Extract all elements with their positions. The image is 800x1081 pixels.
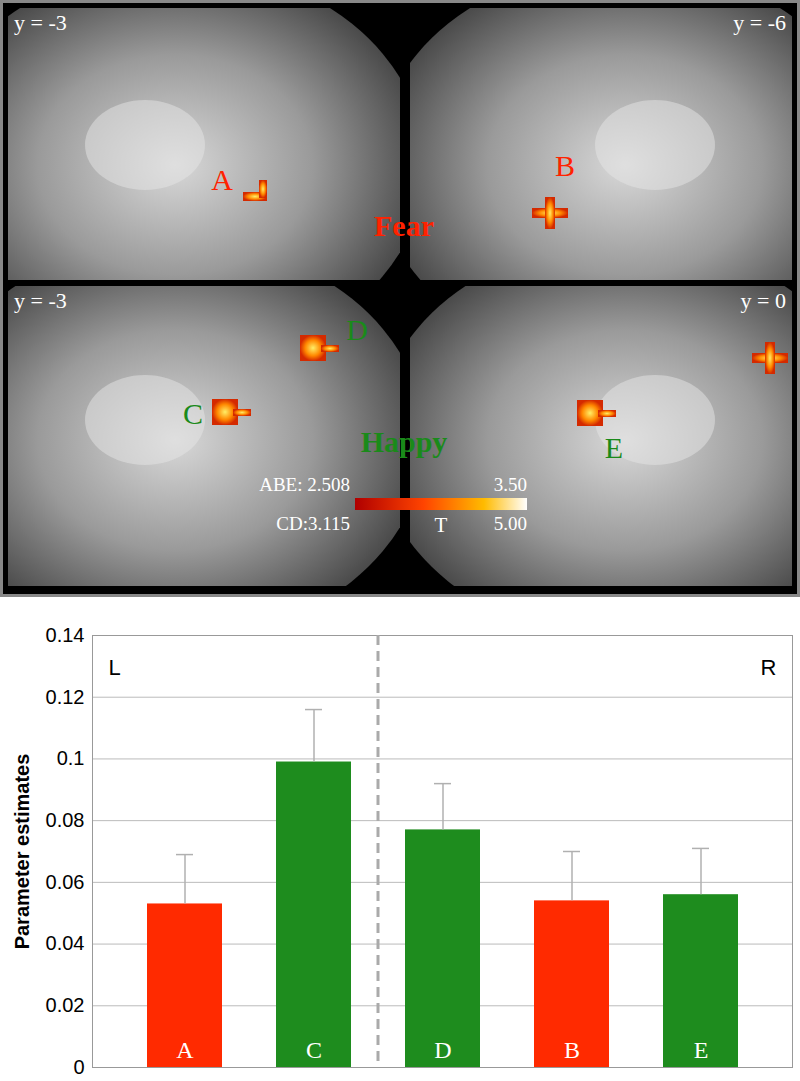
svg-text:A: A <box>176 1037 194 1063</box>
svg-text:E: E <box>694 1037 709 1063</box>
svg-text:ABE: 2.508: ABE: 2.508 <box>259 474 350 495</box>
svg-text:y = -3: y = -3 <box>14 10 67 35</box>
svg-text:L: L <box>109 655 121 680</box>
svg-text:0.02: 0.02 <box>46 994 85 1016</box>
svg-text:Fear: Fear <box>374 209 434 242</box>
svg-text:CD:3.115: CD:3.115 <box>276 513 350 534</box>
svg-text:Parameter estimates: Parameter estimates <box>11 754 33 950</box>
svg-text:B: B <box>564 1037 580 1063</box>
svg-text:0.1: 0.1 <box>57 747 85 769</box>
svg-text:0: 0 <box>73 1056 84 1078</box>
svg-text:C: C <box>306 1037 322 1063</box>
svg-text:y = 0: y = 0 <box>741 288 786 313</box>
svg-text:0.08: 0.08 <box>46 809 85 831</box>
svg-text:y = -3: y = -3 <box>14 288 67 313</box>
svg-text:5.00: 5.00 <box>494 513 527 534</box>
svg-text:T: T <box>435 513 448 537</box>
svg-text:D: D <box>346 313 368 346</box>
svg-text:3.50: 3.50 <box>494 474 527 495</box>
svg-text:C: C <box>183 397 203 430</box>
svg-text:0.04: 0.04 <box>46 932 85 954</box>
svg-text:B: B <box>555 149 575 182</box>
svg-text:E: E <box>605 431 623 464</box>
svg-text:A: A <box>211 163 233 196</box>
svg-text:Happy: Happy <box>361 425 448 458</box>
svg-text:0.14: 0.14 <box>46 624 85 646</box>
svg-text:y = -6: y = -6 <box>733 10 786 35</box>
svg-text:0.12: 0.12 <box>46 686 85 708</box>
svg-text:D: D <box>434 1037 451 1063</box>
svg-text:0.06: 0.06 <box>46 871 85 893</box>
svg-text:R: R <box>761 655 777 680</box>
